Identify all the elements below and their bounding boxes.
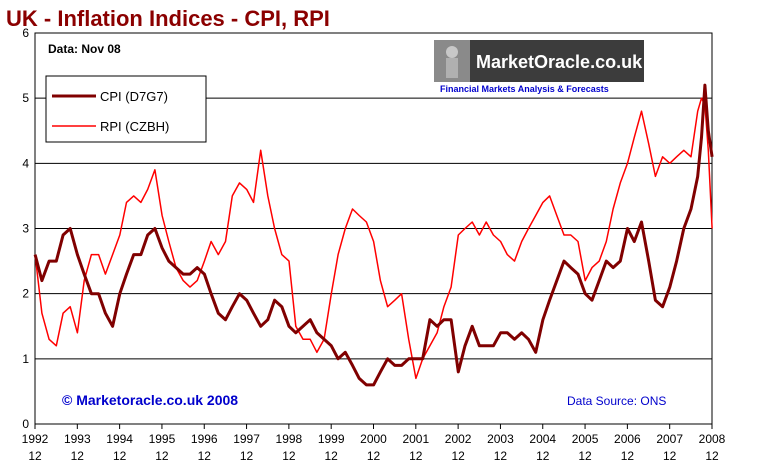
- y-tick-label: 4: [22, 156, 29, 170]
- x-tick-year: 1999: [318, 432, 345, 446]
- y-tick-label: 6: [22, 26, 29, 40]
- x-tick-month: 12: [325, 449, 339, 463]
- legend-label-rpi: RPI (CZBH): [100, 119, 169, 134]
- x-tick-year: 1995: [149, 432, 176, 446]
- x-axis-ticks: 1992 12 1993 12 1994 12 1995 12 1996 12 1997 12 1998…: [22, 424, 726, 463]
- x-tick-month: 12: [536, 449, 550, 463]
- logo-subtitle: Financial Markets Analysis & Forecasts: [440, 84, 609, 94]
- data-source-text: Data Source: ONS: [567, 394, 666, 408]
- series-line-rpi: [34, 97, 713, 380]
- legend-box: [45, 75, 207, 143]
- x-tick-year: 2003: [487, 432, 514, 446]
- x-tick-month: 12: [198, 449, 212, 463]
- x-tick-month: 12: [282, 449, 296, 463]
- x-tick-year: 1997: [233, 432, 260, 446]
- y-tick-label: 2: [22, 287, 29, 301]
- y-tick-label: 1: [22, 352, 29, 366]
- x-tick-year: 2008: [699, 432, 726, 446]
- chart-title: UK - Inflation Indices - CPI, RPI: [6, 6, 330, 31]
- x-tick-year: 2002: [445, 432, 472, 446]
- y-tick-label: 3: [22, 222, 29, 236]
- marketoracle-logo: MarketOracle.co.uk Financial Markets Ana…: [434, 40, 644, 95]
- series-line-cpi: [33, 83, 714, 387]
- x-tick-month: 12: [240, 449, 254, 463]
- logo-statue-body: [446, 58, 458, 78]
- x-tick-month: 12: [705, 449, 719, 463]
- x-tick-month: 12: [155, 449, 169, 463]
- series-lines: [33, 83, 714, 387]
- x-tick-year: 1998: [276, 432, 303, 446]
- x-tick-year: 2006: [614, 432, 641, 446]
- legend-label-cpi: CPI (D7G7): [100, 89, 168, 104]
- x-tick-year: 1993: [64, 432, 91, 446]
- data-date-label: Data: Nov 08: [48, 42, 121, 56]
- x-tick-year: 1992: [22, 432, 49, 446]
- x-tick-month: 12: [494, 449, 508, 463]
- logo-subtitle-band: [434, 82, 644, 95]
- x-tick-year: 2005: [572, 432, 599, 446]
- y-axis-ticks: 0 1 2 3 4 5 6: [22, 26, 29, 431]
- x-tick-month: 12: [367, 449, 381, 463]
- x-tick-month: 12: [409, 449, 423, 463]
- x-tick-year: 2001: [402, 432, 429, 446]
- x-tick-year: 2007: [656, 432, 683, 446]
- x-tick-month: 12: [621, 449, 635, 463]
- legend: CPI (D7G7) RPI (CZBH): [45, 75, 207, 143]
- y-tick-label: 5: [22, 91, 29, 105]
- y-tick-label: 0: [22, 417, 29, 431]
- logo-statue-head: [446, 46, 458, 58]
- x-tick-year: 1994: [106, 432, 133, 446]
- x-tick-month: 12: [578, 449, 592, 463]
- x-tick-month: 12: [71, 449, 85, 463]
- x-tick-month: 12: [28, 449, 42, 463]
- logo-title: MarketOracle.co.uk: [476, 52, 643, 72]
- x-tick-month: 12: [113, 449, 127, 463]
- x-tick-year: 2000: [360, 432, 387, 446]
- x-tick-month: 12: [663, 449, 677, 463]
- x-tick-year: 2004: [529, 432, 556, 446]
- x-tick-year: 1996: [191, 432, 218, 446]
- x-tick-month: 12: [451, 449, 465, 463]
- copyright-text: © Marketoracle.co.uk 2008: [62, 392, 238, 408]
